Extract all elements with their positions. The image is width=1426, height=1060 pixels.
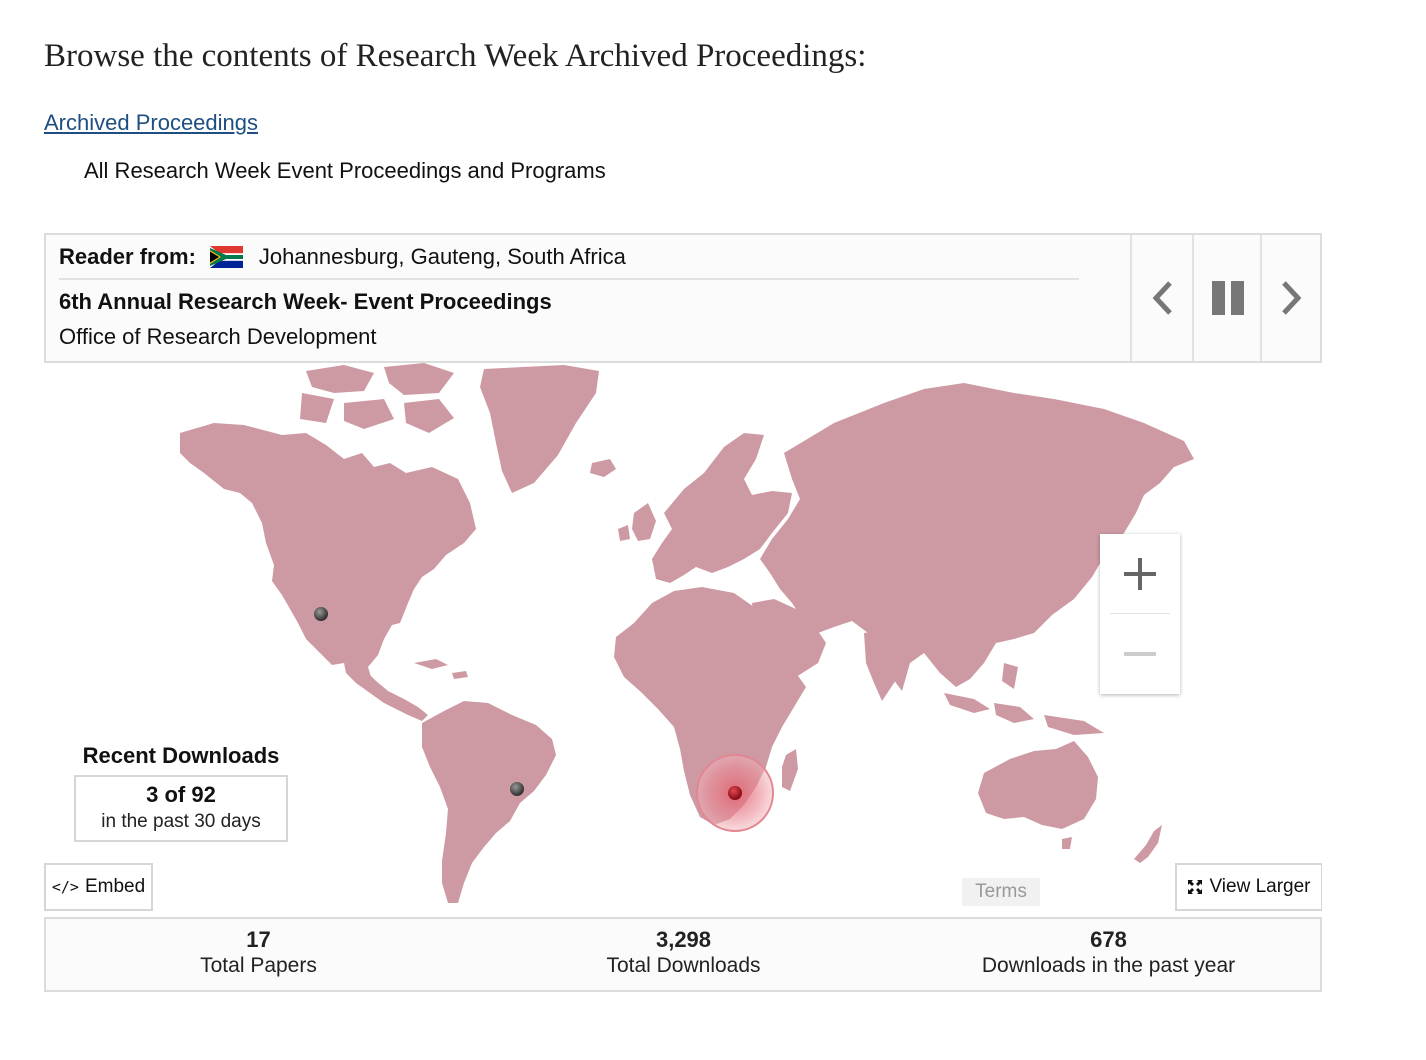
chevron-left-icon	[1152, 281, 1172, 315]
central-america	[344, 663, 428, 721]
code-icon: </>	[51, 878, 79, 896]
previous-button[interactable]	[1130, 235, 1193, 361]
recent-downloads-title: Recent Downloads	[82, 743, 280, 768]
arctic-archipelago	[300, 363, 454, 433]
indian-subcontinent	[864, 629, 910, 701]
new-zealand	[1134, 825, 1162, 863]
reader-panel: Reader from: Johannesburg, Gauteng, Sout…	[44, 233, 1322, 363]
active-download-marker-johannesburg[interactable]	[696, 754, 774, 832]
stat-label: Total Downloads	[606, 954, 761, 977]
stat-total-papers: 17 Total Papers	[46, 927, 471, 978]
world-map-canvas[interactable]	[44, 363, 1322, 917]
iceland	[590, 459, 616, 477]
page-title: Browse the contents of Research Week Arc…	[44, 38, 867, 74]
australia	[978, 741, 1098, 829]
land-masses	[180, 363, 1194, 903]
map-terms-link[interactable]: Terms	[962, 878, 1040, 906]
paper-title[interactable]: 6th Annual Research Week- Event Proceedi…	[59, 289, 552, 314]
chevron-right-icon	[1282, 281, 1302, 315]
south-america	[422, 701, 556, 903]
pause-icon	[1211, 281, 1244, 315]
view-larger-label: View Larger	[1209, 876, 1311, 897]
zoom-divider	[1110, 613, 1170, 614]
stat-value: 678	[1090, 927, 1127, 952]
stat-label: Downloads in the past year	[981, 954, 1236, 977]
asia	[760, 383, 1194, 691]
pause-button[interactable]	[1192, 235, 1261, 361]
recent-downloads-count: 3 of 92	[146, 782, 216, 807]
next-button[interactable]	[1260, 235, 1320, 361]
japan	[1060, 513, 1096, 595]
southeast-asia-islands	[944, 663, 1104, 735]
europe	[652, 433, 792, 583]
reader-location: Johannesburg, Gauteng, South Africa	[258, 244, 626, 269]
zoom-out-button[interactable]	[1100, 614, 1180, 694]
tasmania	[1062, 837, 1072, 849]
paper-source: Office of Research Development	[59, 324, 377, 349]
madagascar	[782, 749, 798, 791]
stat-label: Total Papers	[200, 954, 317, 977]
zoom-controls	[1100, 534, 1180, 694]
stat-total-downloads: 3,298 Total Downloads	[471, 927, 896, 978]
expand-icon	[1187, 879, 1203, 895]
greenland	[480, 365, 599, 493]
minus-icon	[1124, 652, 1156, 656]
recent-downloads-period: in the past 30 days	[101, 811, 261, 832]
caribbean-islands	[414, 659, 468, 679]
zoom-in-button[interactable]	[1100, 534, 1180, 614]
stat-downloads-past-year: 678 Downloads in the past year	[896, 927, 1321, 978]
stats-panel: 17 Total Papers 3,298 Total Downloads 67…	[44, 917, 1322, 992]
reader-location-line: Reader from: Johannesburg, Gauteng, Sout…	[59, 244, 626, 270]
stat-value: 17	[246, 927, 271, 952]
plus-icon	[1124, 558, 1156, 590]
embed-button[interactable]: </> Embed	[44, 863, 153, 911]
view-larger-button[interactable]: View Larger	[1175, 863, 1322, 911]
world-map[interactable]: Recent Downloads 3 of 92 in the past 30 …	[44, 363, 1322, 917]
reader-divider	[59, 278, 1079, 280]
collection-description: All Research Week Event Proceedings and …	[84, 158, 606, 183]
download-marker-south-america[interactable]	[510, 782, 524, 796]
recent-downloads-box: 3 of 92 in the past 30 days	[74, 775, 288, 842]
south-africa-flag-icon	[209, 246, 243, 268]
archived-proceedings-link[interactable]: Archived Proceedings	[44, 110, 259, 135]
british-isles	[618, 503, 656, 541]
north-america	[180, 423, 476, 687]
download-marker-north-america[interactable]	[314, 607, 328, 621]
reader-from-label: Reader from:	[59, 244, 196, 269]
stat-value: 3,298	[655, 927, 712, 952]
embed-label: Embed	[84, 876, 146, 897]
